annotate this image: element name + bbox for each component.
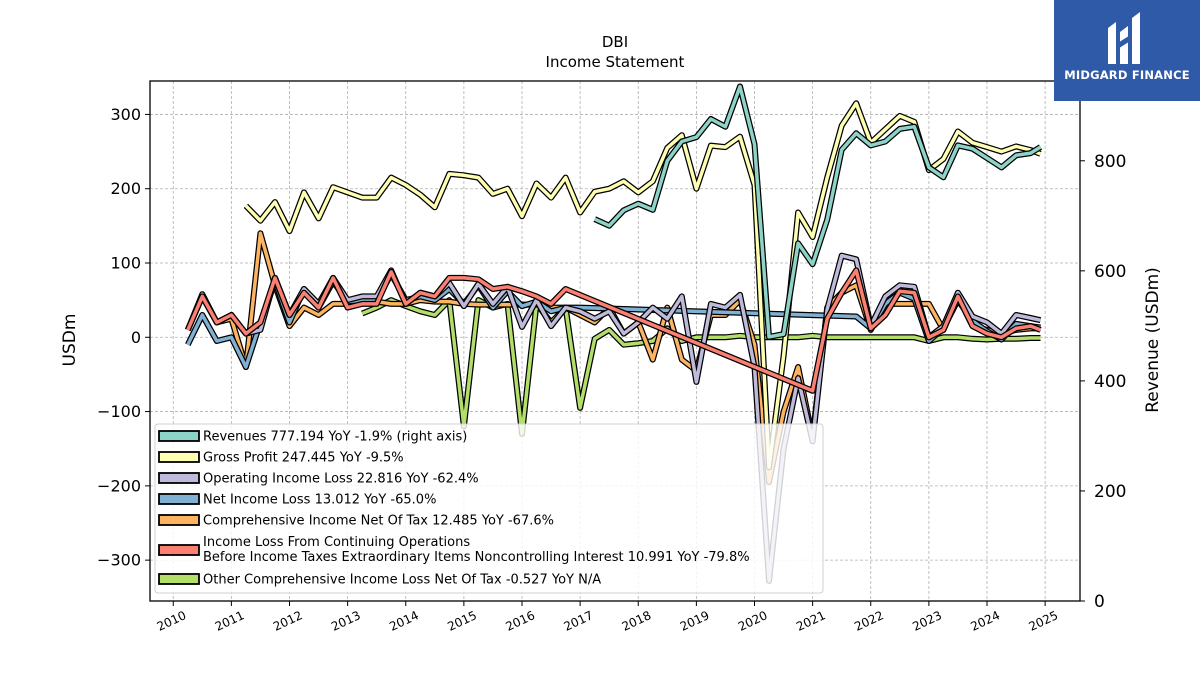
legend-swatch: [158, 493, 200, 505]
x-tick-label: 2021: [794, 608, 828, 634]
y-tick-label: −200: [97, 476, 141, 495]
legend-swatch: [158, 573, 200, 585]
x-tick-label: 2019: [678, 608, 712, 634]
legend-label: Before Income Taxes Extraordinary Items …: [203, 550, 750, 565]
x-tick-label: 2012: [271, 608, 305, 634]
y-tick-label: −100: [97, 402, 141, 421]
series-line-revenues: [593, 84, 1042, 339]
chart-title: DBI: [602, 33, 628, 51]
legend-label: Operating Income Loss 22.816 YoY -62.4%: [203, 472, 479, 487]
x-tick-label: 2013: [329, 608, 363, 634]
midgard-finance-logo: MIDGARD FINANCE: [1054, 0, 1200, 101]
midgard-logo-icon: [1108, 12, 1140, 64]
legend-swatch: [158, 430, 200, 442]
y-tick-label: 100: [110, 254, 141, 273]
legend-swatch: [158, 514, 200, 526]
x-tick-label: 2017: [562, 608, 596, 634]
chart-subtitle: Income Statement: [546, 53, 685, 71]
legend-label: Comprehensive Income Net Of Tax 12.485 Y…: [203, 514, 554, 529]
x-tick-label: 2016: [503, 608, 537, 634]
x-tick-label: 2023: [910, 608, 944, 634]
legend-label: Other Comprehensive Income Loss Net Of T…: [203, 573, 601, 588]
y-axis-label: USDm: [60, 314, 80, 367]
x-tick-label: 2010: [155, 608, 189, 634]
y-tick-label: 200: [110, 179, 141, 198]
y2-axis-label: Revenue (USDm): [1143, 267, 1163, 413]
series-outline-gross-profit: [243, 100, 1042, 471]
y-axis-left: 300 200 100 0 −100 −200 −300: [97, 105, 150, 570]
x-tick-label: 2024: [968, 608, 1002, 634]
series-lines: [185, 83, 1043, 584]
y2-tick-label: 0: [1094, 592, 1105, 612]
x-tick-label: 2025: [1027, 608, 1061, 634]
series-line-gross-profit: [244, 101, 1042, 470]
legend-label: Revenues 777.194 YoY -1.9% (right axis): [203, 430, 467, 445]
plot-frame: [149, 80, 1081, 602]
x-tick-label: 2011: [213, 608, 247, 634]
legend: Revenues 777.194 YoY -1.9% (right axis) G…: [154, 423, 824, 594]
y2-tick-label: 200: [1094, 482, 1126, 502]
y-tick-label: 0: [131, 328, 141, 347]
legend-label: Income Loss From Continuing Operations: [203, 535, 470, 550]
grid-lines: [150, 81, 1080, 601]
legend-label: Gross Profit 247.445 YoY -9.5%: [203, 451, 404, 466]
logo-text: MIDGARD FINANCE: [1064, 68, 1190, 82]
y2-tick-label: 600: [1094, 262, 1126, 282]
y-tick-label: −300: [97, 551, 141, 570]
y-axis-right: 0 200 400 600 800: [1080, 152, 1126, 612]
y-tick-label: 300: [110, 105, 141, 124]
x-tick-label: 2022: [852, 608, 886, 634]
x-tick-label: 2014: [387, 608, 421, 634]
legend-swatch: [158, 544, 200, 556]
y2-tick-label: 400: [1094, 372, 1126, 392]
legend-box: [154, 423, 824, 594]
series-line-income-loss-from-continuing-operations-b: [186, 268, 1042, 393]
x-tick-label: 2018: [620, 608, 654, 634]
legend-label: Net Income Loss 13.012 YoY -65.0%: [203, 493, 436, 508]
x-tick-label: 2020: [736, 608, 770, 634]
y2-tick-label: 800: [1094, 152, 1126, 172]
legend-swatch: [158, 472, 200, 484]
x-axis: 2010 2011 2012 2013 2014 2015 2016 2017 2018 2019…: [155, 601, 1060, 634]
legend-swatch: [158, 451, 200, 463]
x-tick-label: 2015: [445, 608, 479, 634]
